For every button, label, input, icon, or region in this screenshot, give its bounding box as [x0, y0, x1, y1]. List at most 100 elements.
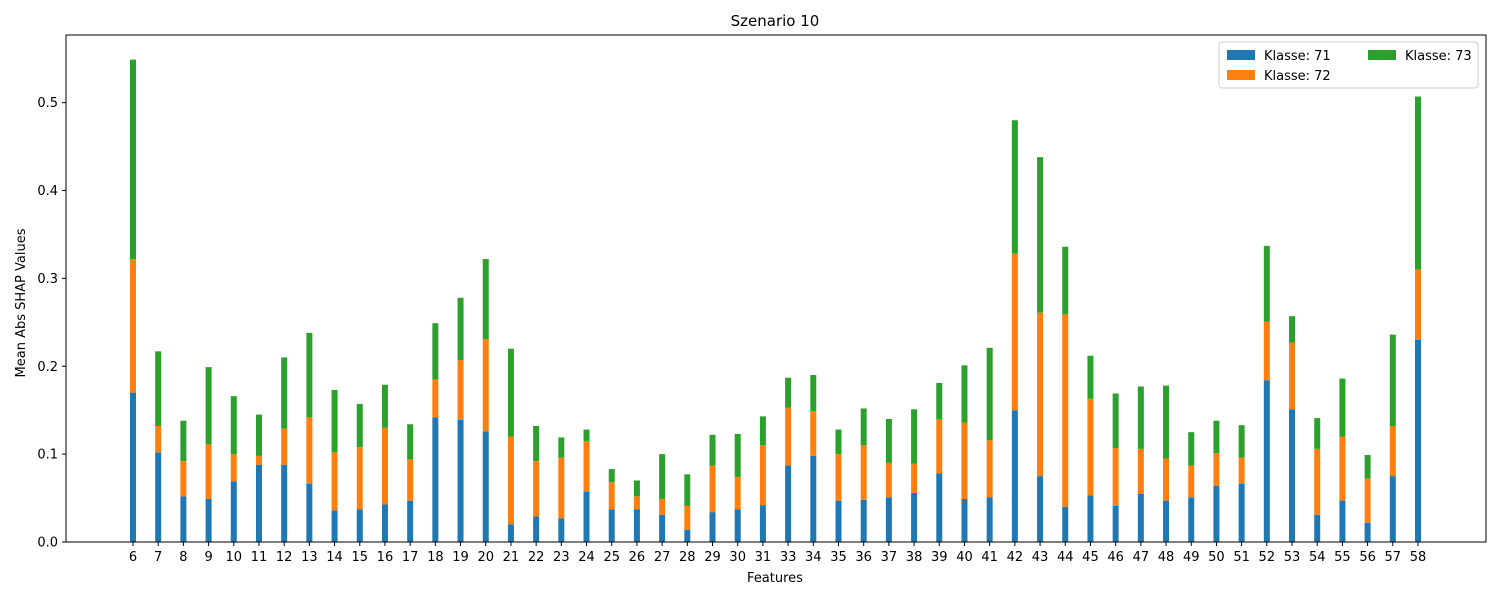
- bar-51-series-3: [1238, 425, 1245, 458]
- x-tick-label: 35: [830, 550, 847, 565]
- x-tick-label: 28: [679, 550, 696, 565]
- x-tick-label: 11: [251, 550, 268, 565]
- bar-18-series-1: [432, 417, 439, 542]
- bar-9-series-3: [205, 367, 212, 445]
- bar-14-series-2: [331, 452, 338, 511]
- bar-25-series-3: [608, 469, 615, 483]
- plot-frame: [65, 34, 1487, 543]
- x-tick-label: 53: [1284, 550, 1301, 565]
- legend-swatch-1: [1227, 50, 1255, 60]
- x-tick-label: 43: [1032, 550, 1049, 565]
- y-tick-label: 0.1: [37, 448, 58, 463]
- x-tick-label: 27: [654, 550, 671, 565]
- bar-19-series-2: [457, 360, 464, 420]
- bar-36-series-1: [860, 499, 867, 542]
- bar-54-series-2: [1314, 448, 1321, 515]
- x-tick-label: 51: [1233, 550, 1250, 565]
- x-tick-label: 23: [553, 550, 570, 565]
- bar-8-series-3: [180, 420, 187, 462]
- x-tick-label: 7: [154, 550, 162, 565]
- bar-27-series-3: [659, 454, 666, 499]
- bar-46-series-1: [1112, 505, 1119, 542]
- x-tick-label: 20: [477, 550, 494, 565]
- bar-27-series-1: [659, 514, 666, 542]
- bar-13-series-3: [306, 332, 313, 418]
- x-tick-label: 6: [129, 550, 137, 565]
- x-tick-label: 45: [1082, 550, 1099, 565]
- bar-30-series-3: [734, 433, 741, 477]
- x-tick-label: 18: [427, 550, 444, 565]
- bar-38-series-2: [911, 463, 918, 493]
- x-tick-label: 21: [503, 550, 520, 565]
- x-tick-label: 10: [226, 550, 243, 565]
- x-tick-label: 8: [179, 550, 187, 565]
- x-tick-label: 48: [1158, 550, 1175, 565]
- bar-47-series-1: [1137, 493, 1144, 542]
- bar-55-series-1: [1339, 500, 1346, 542]
- bar-22-series-1: [533, 516, 540, 542]
- bar-48-series-1: [1163, 500, 1170, 542]
- bar-52-series-2: [1263, 321, 1270, 381]
- bar-34-series-1: [810, 455, 817, 542]
- bar-15-series-1: [356, 509, 363, 542]
- bar-8-series-1: [180, 496, 187, 542]
- bar-54-series-3: [1314, 418, 1321, 449]
- bar-49-series-3: [1188, 432, 1195, 466]
- bar-20-series-3: [482, 259, 489, 340]
- bar-37-series-3: [885, 418, 892, 463]
- bar-53-series-1: [1289, 409, 1296, 542]
- bar-52-series-3: [1263, 245, 1270, 322]
- bar-35-series-3: [835, 429, 842, 455]
- bar-20-series-1: [482, 431, 489, 542]
- bar-42-series-1: [1011, 410, 1018, 542]
- bar-58-series-2: [1415, 269, 1421, 340]
- bar-29-series-3: [709, 434, 716, 466]
- bar-27-series-2: [659, 498, 666, 515]
- bar-26-series-3: [633, 480, 640, 497]
- bar-18-series-3: [432, 323, 439, 380]
- bar-38-series-3: [911, 409, 918, 464]
- x-tick-label: 37: [881, 550, 898, 565]
- bar-15-series-2: [356, 447, 363, 510]
- x-tick-label: 42: [1007, 550, 1024, 565]
- bar-23-series-3: [558, 437, 565, 458]
- bar-10-series-3: [230, 396, 237, 455]
- legend-label-2: Klasse: 72: [1264, 69, 1331, 84]
- bar-31-series-3: [759, 416, 766, 446]
- x-tick-label: 25: [603, 550, 620, 565]
- bar-22-series-2: [533, 461, 540, 517]
- x-tick-label: 47: [1133, 550, 1150, 565]
- bar-38-series-1: [911, 492, 918, 542]
- bar-45-series-2: [1087, 398, 1094, 496]
- y-tick-label: 0.3: [37, 272, 58, 287]
- bar-37-series-1: [885, 497, 892, 542]
- bar-41-series-1: [986, 497, 993, 542]
- x-tick-label: 44: [1057, 550, 1074, 565]
- bar-44-series-3: [1062, 246, 1069, 315]
- bar-51-series-1: [1238, 484, 1245, 542]
- bar-11-series-3: [255, 414, 262, 456]
- bar-24-series-2: [583, 440, 590, 492]
- bar-42-series-3: [1011, 120, 1018, 254]
- bar-45-series-1: [1087, 495, 1094, 542]
- bar-25-series-1: [608, 509, 615, 542]
- bar-42-series-2: [1011, 253, 1018, 411]
- x-tick-label: 14: [326, 550, 343, 565]
- bar-28-series-1: [684, 529, 691, 542]
- x-tick-label: 16: [377, 550, 394, 565]
- x-tick-label: 12: [276, 550, 293, 565]
- bar-13-series-1: [306, 484, 313, 542]
- bar-49-series-2: [1188, 465, 1195, 498]
- bar-29-series-1: [709, 512, 716, 542]
- x-tick-label: 30: [729, 550, 746, 565]
- bar-55-series-3: [1339, 378, 1346, 437]
- bar-26-series-1: [633, 509, 640, 542]
- x-tick-label: 34: [805, 550, 822, 565]
- bar-19-series-1: [457, 419, 464, 542]
- bar-14-series-3: [331, 389, 338, 453]
- bar-43-series-3: [1037, 157, 1044, 313]
- bar-56-series-1: [1364, 522, 1371, 542]
- bar-54-series-1: [1314, 514, 1321, 542]
- bar-28-series-3: [684, 474, 691, 506]
- bar-30-series-1: [734, 509, 741, 542]
